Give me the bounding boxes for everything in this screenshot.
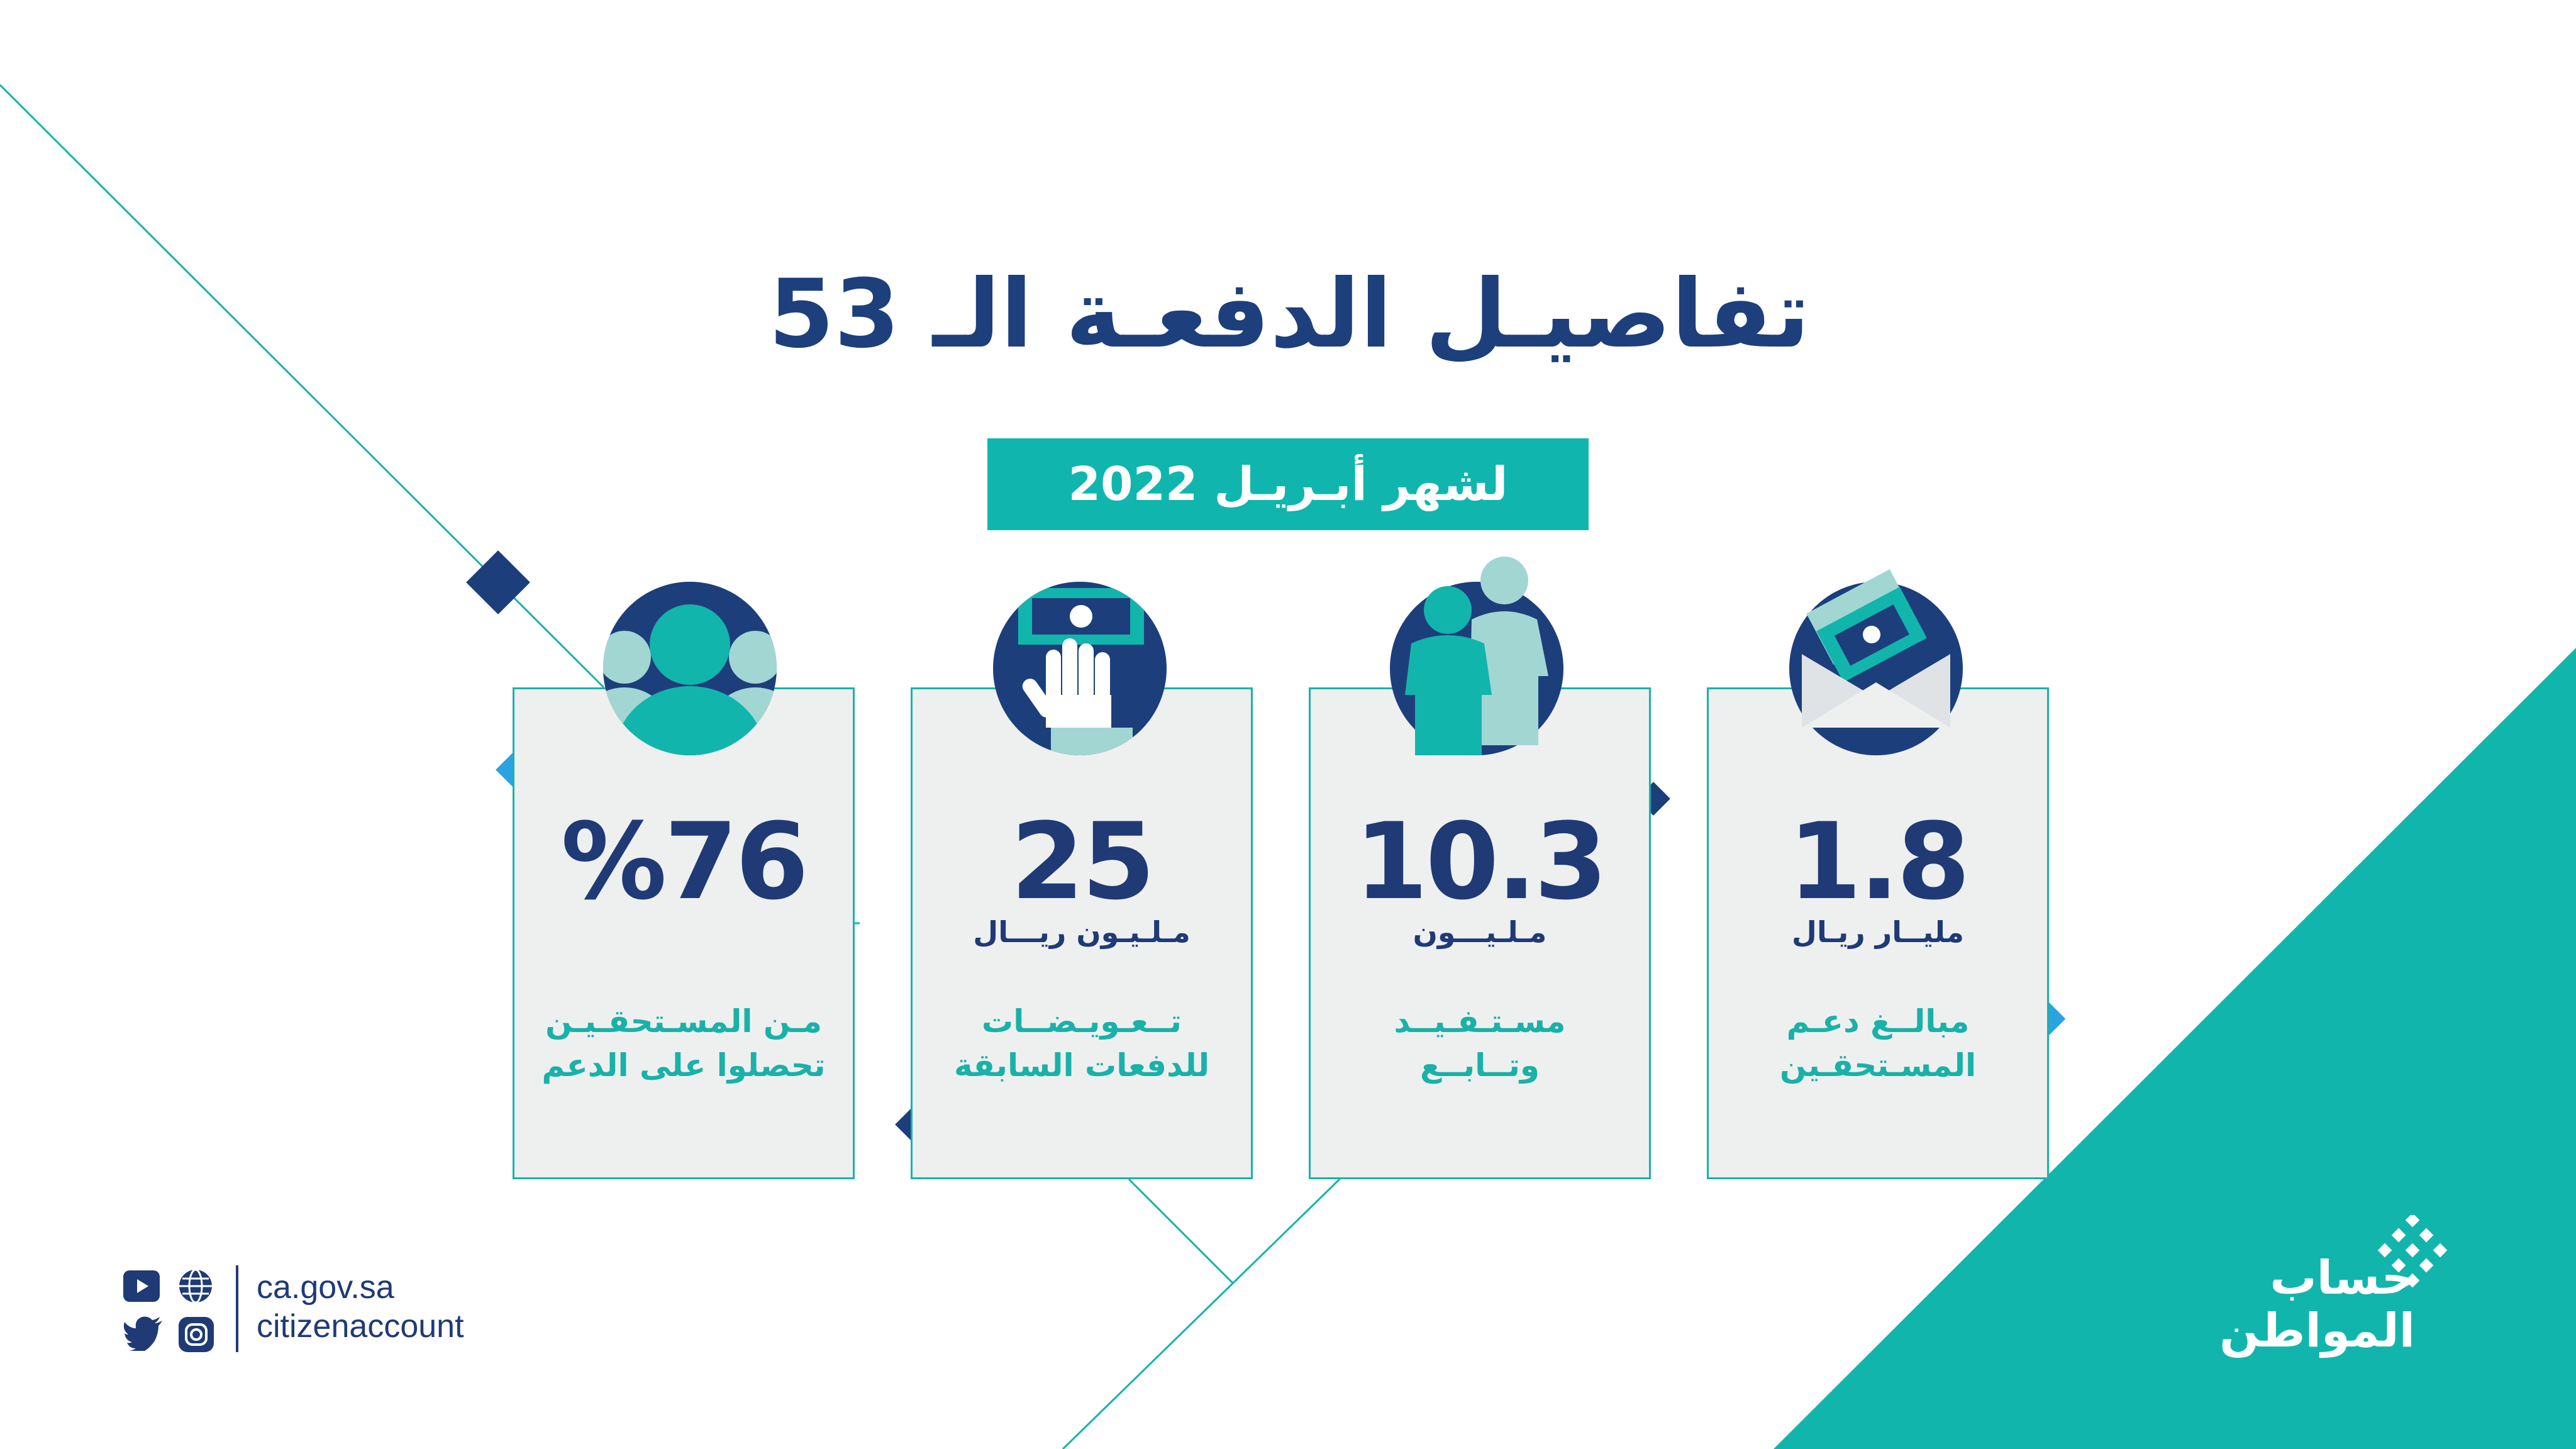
envelope-money-icon [1789,569,1963,755]
stat-unit-compensation: مـلـيـون ريـــال [973,915,1191,949]
instagram-icon[interactable] [179,1317,214,1352]
stat-value-beneficiaries: 10.3 [1354,800,1608,923]
social-handle[interactable]: citizenaccount [257,1308,464,1345]
stat-unit-beneficiaries: مـلـيـــون [1413,915,1547,949]
stat-desc-beneficiaries-line1: مسـتـفـيــد [1394,1003,1566,1040]
stat-value-support-amount: 1.8 [1788,800,1970,923]
logo-text: حساب المواطن [2195,1252,2415,1358]
stat-value-percent: %76 [560,800,809,923]
logo-line-2: المواطن [2219,1304,2415,1358]
stat-desc-beneficiaries-line2: وتــابــع [1420,1047,1540,1084]
page-title: تفاصيـل الدفعـة الـ 53 [769,260,1810,369]
twitter-icon[interactable] [123,1316,164,1354]
globe-icon[interactable] [177,1268,214,1304]
stat-card-compensation [911,687,1253,1179]
youtube-icon[interactable] [123,1270,160,1302]
stat-card-percent [513,687,855,1179]
social-icons [123,1263,218,1357]
contact-divider [236,1265,238,1352]
stat-desc-percent-line1: مـن المسـتحقـيـن [545,1003,822,1040]
connector-line-a [1128,1178,1234,1284]
group-icon [603,582,777,755]
stat-value-compensation: 25 [1011,800,1155,923]
connector-line-b [1062,1178,1341,1449]
stat-desc-percent-line2: تحصلوا على الدعم [541,1047,826,1084]
stat-desc-support-amount-line2: المسـتحقـين [1779,1047,1977,1084]
website-link[interactable]: ca.gov.sa [257,1269,394,1306]
stat-unit-support-amount: مليــار ريـال [1792,915,1964,949]
stat-card-support-amount [1707,687,2049,1179]
subtitle-banner: لشهر أبـريـل 2022 [987,438,1589,530]
stat-card-beneficiaries [1309,687,1651,1179]
people-icon [1390,557,1563,755]
logo-mark-icon [2371,1213,2453,1303]
logo-line-1: حساب [2270,1251,2415,1305]
stat-desc-compensation-line1: تــعـويـضــات [982,1003,1182,1040]
stat-desc-support-amount-line1: مبالــغ دعـم [1786,1003,1970,1040]
hand-money-icon [993,582,1167,755]
teal-corner-triangle [1774,648,2576,1449]
subtitle-text: لشهر أبـريـل 2022 [1068,457,1508,511]
stat-desc-compensation-line2: للدفعات السابقة [953,1047,1210,1084]
